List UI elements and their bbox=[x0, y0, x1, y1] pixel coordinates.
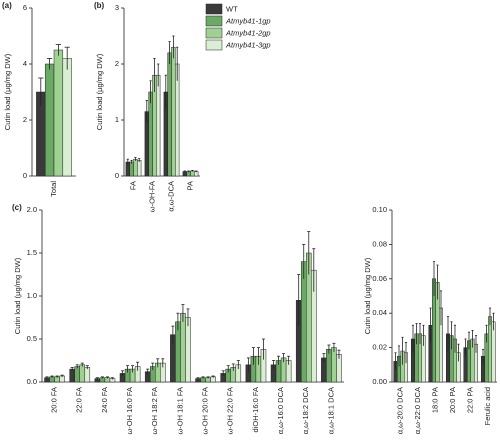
legend-label: Atmyb41-1gp bbox=[225, 16, 271, 25]
x-tick-label: α,ω-22:0 DCA bbox=[413, 387, 422, 434]
y-tick-label: 1.0 bbox=[27, 291, 37, 300]
y-axis-label: Cutin load (µg/mg DW) bbox=[95, 53, 104, 130]
x-tick-label: 20:0 PA bbox=[448, 387, 457, 413]
legend-label: Atmyb41-2gp bbox=[225, 28, 271, 37]
y-tick-label: 2.0 bbox=[27, 205, 37, 214]
x-tick-label: ω-OH 22:0 FA bbox=[226, 387, 235, 435]
bar bbox=[79, 364, 86, 383]
x-tick-label: α,ω-20:0 DCA bbox=[396, 387, 405, 434]
x-tick-label: α,ω-16:0 DCA bbox=[276, 387, 285, 434]
bar bbox=[491, 321, 496, 383]
x-tick-label: α,ω-DCA bbox=[166, 181, 175, 212]
bar bbox=[129, 161, 134, 177]
legend-label: Atmyb41-3gp bbox=[225, 40, 271, 49]
x-tick-label: α,ω-18:1 DCA bbox=[326, 387, 335, 434]
bar bbox=[186, 171, 191, 177]
x-tick-label: Total bbox=[49, 181, 58, 197]
y-tick-label: 0.04 bbox=[372, 308, 387, 317]
legend-swatch bbox=[205, 27, 223, 39]
panel-label: (c) bbox=[12, 203, 22, 212]
y-tick-label: 4 bbox=[23, 59, 27, 68]
bar bbox=[133, 158, 138, 177]
x-tick-label: ω-OH 18:1 FA bbox=[175, 387, 184, 435]
x-tick-label: 20:0 FA bbox=[50, 387, 59, 413]
bar bbox=[53, 49, 64, 177]
x-tick-label: FA bbox=[128, 181, 137, 190]
y-tick-label: 2 bbox=[23, 115, 27, 124]
bar bbox=[300, 261, 307, 383]
bar bbox=[190, 170, 195, 177]
bar bbox=[74, 366, 81, 383]
y-tick-label: 6 bbox=[23, 3, 27, 12]
x-tick-label: ω-OH 18:2 FA bbox=[150, 387, 159, 435]
legend-label: WT bbox=[226, 4, 238, 13]
x-tick-label: ω-OH-FA bbox=[147, 181, 156, 212]
bar bbox=[171, 46, 176, 177]
y-tick-label: 0.02 bbox=[372, 343, 387, 352]
bar bbox=[69, 368, 75, 383]
y-tick-label: 3 bbox=[115, 3, 119, 12]
y-tick-label: 0.06 bbox=[372, 274, 387, 283]
x-tick-label: α,ω-18:2 DCA bbox=[301, 387, 310, 434]
y-tick-label: 0.00 bbox=[372, 377, 387, 386]
y-axis-label: Cutin load (µg/mg DW) bbox=[3, 53, 12, 130]
y-tick-label: 1.5 bbox=[27, 248, 37, 257]
bar bbox=[182, 171, 187, 177]
bar bbox=[59, 375, 65, 383]
x-tick-label: 22:0 FA bbox=[75, 387, 84, 413]
bar bbox=[331, 347, 337, 383]
y-tick-label: 2 bbox=[115, 59, 119, 68]
x-tick-label: 18:0 PA bbox=[431, 387, 440, 413]
y-axis-label: Cutin load (µg/mg DW) bbox=[363, 257, 372, 334]
y-tick-label: 0 bbox=[23, 171, 27, 180]
bar bbox=[326, 349, 332, 383]
y-tick-label: 1 bbox=[115, 115, 119, 124]
legend-swatch bbox=[205, 3, 223, 15]
x-tick-label: PA bbox=[185, 181, 194, 190]
panel-label: (a) bbox=[2, 1, 12, 10]
panel-label: (b) bbox=[94, 1, 105, 10]
x-tick-label: ω-OH 20:0 FA bbox=[201, 387, 210, 435]
bar bbox=[137, 160, 142, 177]
x-tick-label: 22:0 PA bbox=[466, 387, 475, 413]
y-tick-label: 0.0 bbox=[27, 377, 37, 386]
bar bbox=[488, 316, 492, 383]
x-tick-label: 24:0 FA bbox=[100, 387, 109, 413]
legend-swatch bbox=[205, 15, 223, 27]
bar bbox=[156, 74, 161, 177]
y-tick-label: 0 bbox=[115, 171, 119, 180]
x-tick-label: ω-OH 16:0 FA bbox=[125, 387, 134, 435]
bar bbox=[167, 52, 172, 177]
y-tick-label: 0.5 bbox=[27, 334, 37, 343]
legend-swatch bbox=[205, 39, 223, 51]
bar bbox=[175, 321, 181, 383]
bar bbox=[185, 317, 191, 383]
bar bbox=[84, 367, 91, 383]
bar bbox=[180, 312, 186, 383]
y-axis-label: Cutin load (µg/mg DW) bbox=[13, 257, 22, 334]
y-tick-label: 0.08 bbox=[372, 239, 387, 248]
x-tick-label: diOH-16:0 FA bbox=[251, 387, 260, 432]
bar bbox=[194, 171, 199, 177]
bar bbox=[148, 91, 153, 177]
bar bbox=[62, 58, 72, 177]
bar bbox=[44, 63, 55, 177]
y-tick-label: 0.10 bbox=[372, 205, 387, 214]
x-tick-label: Ferulic acid bbox=[483, 387, 492, 425]
